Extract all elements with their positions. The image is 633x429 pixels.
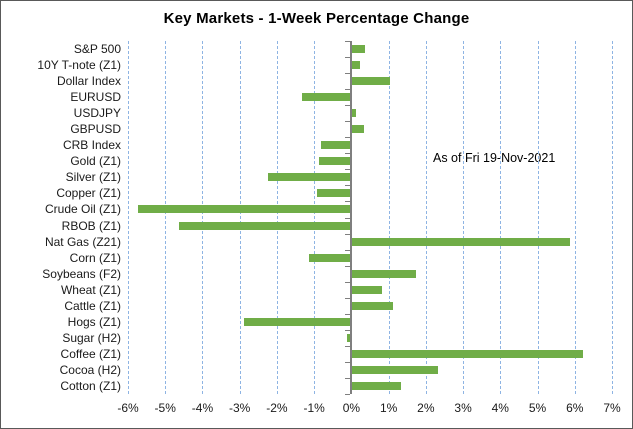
x-axis-tick-label: 2% xyxy=(417,401,435,415)
bar-nat-gas-z21 xyxy=(352,237,571,246)
value-axis-line xyxy=(350,41,353,394)
gridline xyxy=(165,41,167,394)
x-axis-tick-label: -1% xyxy=(303,401,325,415)
bar-s-p-500 xyxy=(352,45,366,54)
bar-sugar-h2 xyxy=(346,333,351,342)
axis-tick xyxy=(345,185,351,187)
category-label: RBOB (Z1) xyxy=(61,218,121,233)
bar-crb-index xyxy=(320,141,351,150)
axis-tick xyxy=(345,217,351,219)
category-label: EURUSD xyxy=(70,90,121,105)
gridline xyxy=(574,41,576,394)
x-axis-tick-label: -2% xyxy=(266,401,288,415)
axis-tick xyxy=(345,169,351,171)
bar-gbpusd xyxy=(352,125,364,134)
axis-tick xyxy=(345,345,351,347)
category-label: Nat Gas (Z21) xyxy=(44,234,121,249)
x-axis-tick-label: -4% xyxy=(191,401,214,415)
category-label: USDJPY xyxy=(73,106,121,121)
x-axis-tick-label: 3% xyxy=(454,401,472,415)
axis-tick xyxy=(345,137,351,139)
x-axis-tick-label: -3% xyxy=(229,401,251,415)
x-axis-tick-label: 7% xyxy=(603,401,621,415)
axis-tick xyxy=(345,297,351,299)
category-label: CRB Index xyxy=(62,138,121,153)
gridline xyxy=(612,41,613,394)
category-label: 10Y T-note (Z1) xyxy=(37,58,121,73)
category-label: Crude Oil (Z1) xyxy=(44,202,121,217)
x-axis-tick-label: 5% xyxy=(528,401,547,415)
bar-cocoa-h2 xyxy=(352,365,438,374)
axis-tick xyxy=(345,153,351,155)
gridline xyxy=(276,41,278,394)
axis-tick xyxy=(345,73,351,75)
bar-crude-oil-z1 xyxy=(138,205,351,214)
bar-10y-t-note-z1 xyxy=(352,61,360,70)
axis-tick xyxy=(345,361,351,363)
bar-cotton-z1 xyxy=(352,381,401,390)
category-label: Silver (Z1) xyxy=(65,170,121,185)
bar-usdjpy xyxy=(352,109,357,118)
gridline xyxy=(537,41,539,394)
bar-soybeans-f2 xyxy=(352,269,416,278)
bar-coffee-z1 xyxy=(352,349,584,358)
chart-title: Key Markets - 1-Week Percentage Change xyxy=(163,10,470,27)
category-label: Wheat (Z1) xyxy=(60,282,121,297)
category-label: Coffee (Z1) xyxy=(60,346,121,361)
axis-tick xyxy=(345,377,351,379)
bar-copper-z1 xyxy=(316,189,351,198)
category-label: Corn (Z1) xyxy=(69,250,121,265)
category-label: Cattle (Z1) xyxy=(64,298,121,313)
x-axis-tick-label: -6% xyxy=(117,401,139,415)
axis-tick xyxy=(345,265,351,267)
x-axis-tick-label: 6% xyxy=(566,401,584,415)
bar-gold-z1 xyxy=(318,157,351,166)
x-axis-tick-label: 1% xyxy=(379,401,398,415)
category-label: GBPUSD xyxy=(70,122,121,137)
bar-corn-z1 xyxy=(309,253,351,262)
bar-dollar-index xyxy=(352,77,390,86)
x-axis-tick-label: 4% xyxy=(491,401,509,415)
gridline xyxy=(463,41,465,394)
axis-tick xyxy=(345,41,351,42)
gridline xyxy=(500,41,502,394)
axis-tick xyxy=(345,233,351,235)
axis-tick xyxy=(345,394,351,395)
bar-hogs-z1 xyxy=(244,317,351,326)
category-label: Cotton (Z1) xyxy=(60,378,121,393)
axis-tick xyxy=(345,121,351,123)
category-label: Hogs (Z1) xyxy=(67,314,121,329)
category-label: Copper (Z1) xyxy=(56,186,121,201)
category-label: S&P 500 xyxy=(73,42,121,57)
gridline xyxy=(314,41,316,394)
gridline xyxy=(202,41,204,394)
axis-tick xyxy=(345,329,351,331)
gridline xyxy=(128,41,129,394)
axis-tick xyxy=(345,201,351,203)
axis-tick xyxy=(345,105,351,107)
bar-wheat-z1 xyxy=(352,285,383,294)
category-label: Sugar (H2) xyxy=(62,330,121,345)
bar-rbob-z1 xyxy=(179,221,351,230)
category-label: Gold (Z1) xyxy=(70,154,121,169)
x-axis-tick-label: 0% xyxy=(342,401,361,415)
gridline xyxy=(239,41,241,394)
gridline xyxy=(388,41,390,394)
bar-silver-z1 xyxy=(268,173,351,182)
bar-cattle-z1 xyxy=(352,301,394,310)
axis-tick xyxy=(345,89,351,91)
bar-eurusd xyxy=(301,93,351,102)
category-label: Soybeans (F2) xyxy=(42,266,121,281)
category-label: Cocoa (H2) xyxy=(59,362,121,377)
category-label: Dollar Index xyxy=(56,74,121,89)
axis-tick xyxy=(345,57,351,59)
axis-tick xyxy=(345,281,351,283)
gridline xyxy=(425,41,427,394)
x-axis-tick-label: -5% xyxy=(154,401,176,415)
axis-tick xyxy=(345,313,351,315)
axis-tick xyxy=(345,249,351,251)
